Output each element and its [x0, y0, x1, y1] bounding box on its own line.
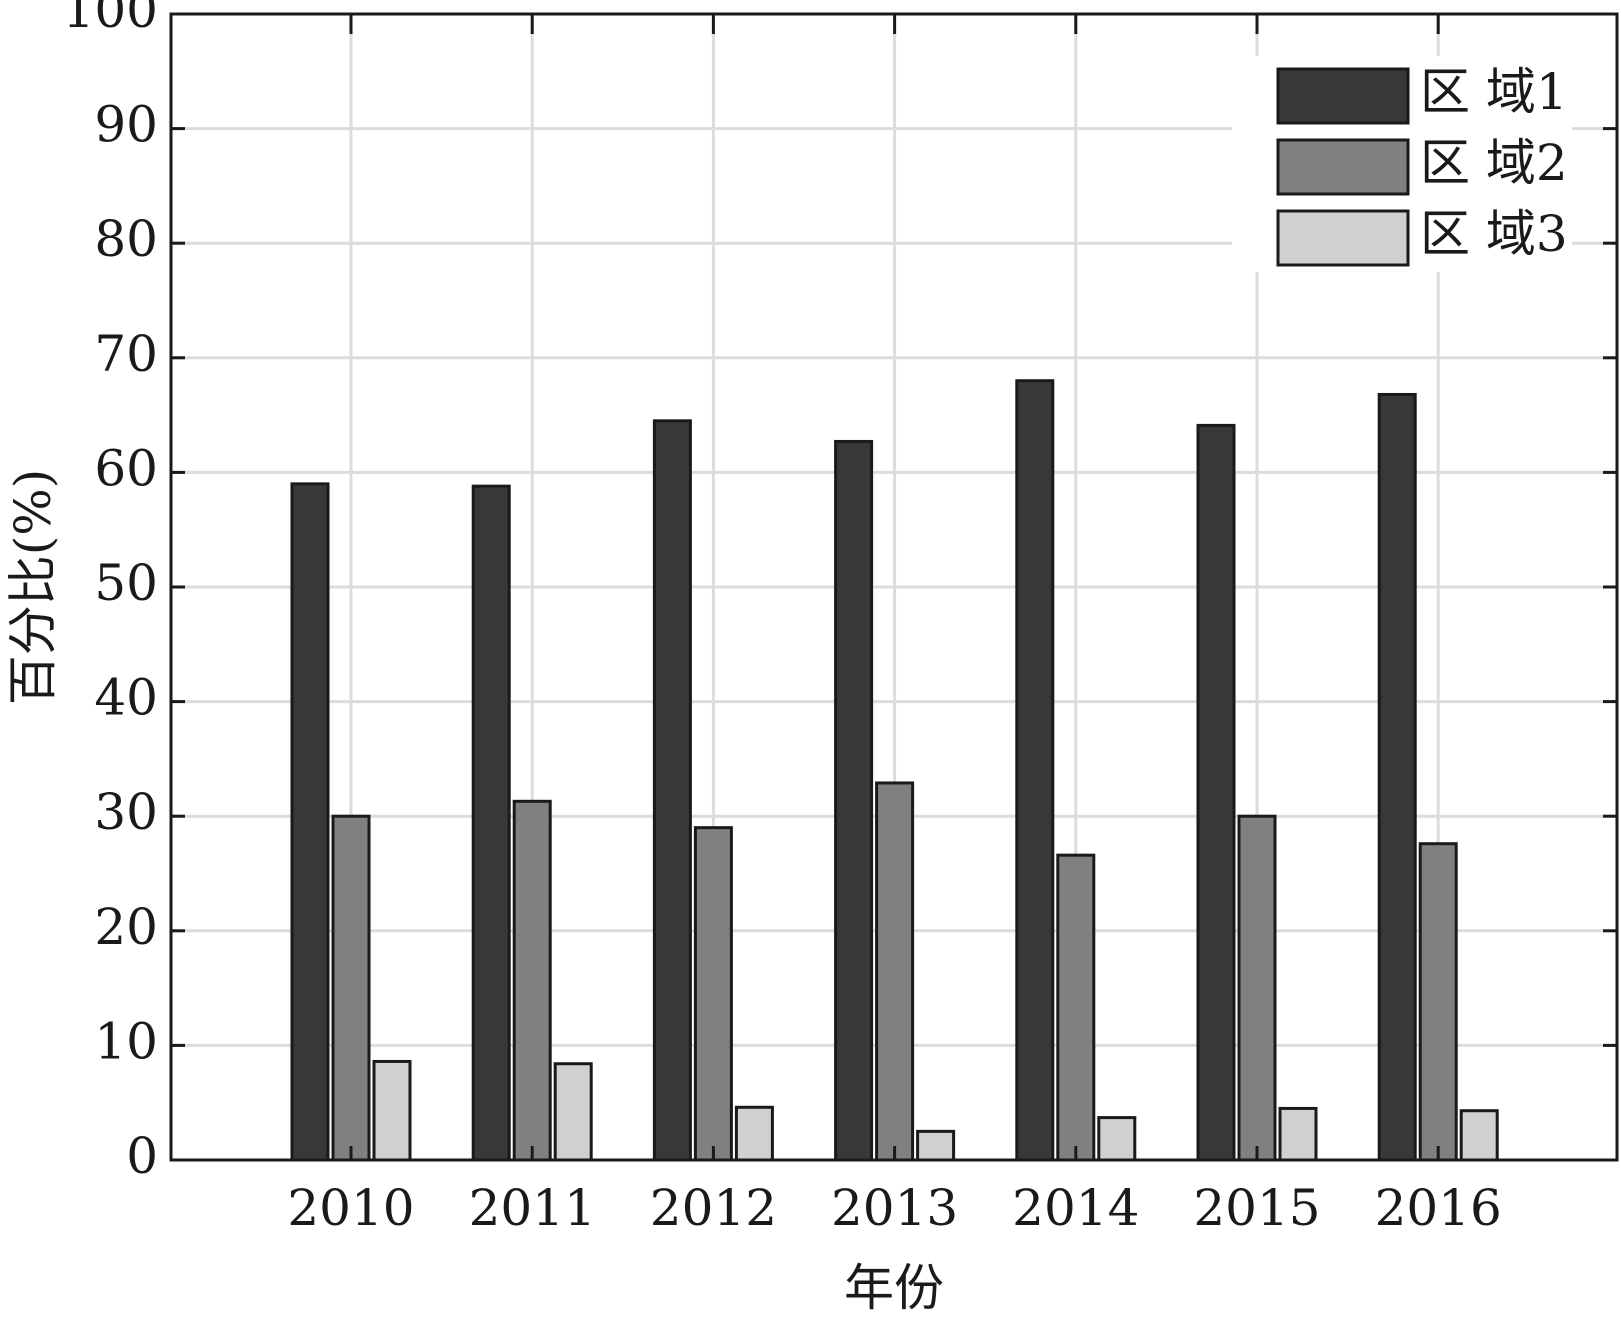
legend-swatch-3	[1276, 209, 1410, 267]
bar-series3-2012	[734, 1105, 774, 1162]
legend-swatch-1	[1276, 67, 1410, 125]
legend-label-2: 区 域2	[1420, 134, 1568, 192]
bar-series1-2015	[1196, 423, 1236, 1162]
bar-series3-2016	[1459, 1109, 1499, 1162]
legend-label-1: 区 域1	[1420, 63, 1568, 121]
y-tick-label: 40	[94, 669, 158, 727]
x-tick-label: 2011	[469, 1179, 596, 1237]
y-tick-label: 30	[94, 783, 158, 841]
axis-ticks	[171, 12, 1617, 1162]
bar-series1-2011	[471, 484, 511, 1162]
x-tick-label: 2014	[1012, 1179, 1139, 1237]
bar-series1-2016	[1377, 392, 1417, 1162]
bar-series1-2012	[652, 419, 692, 1162]
x-tick-label: 2010	[287, 1179, 414, 1237]
legend-swatch-2	[1276, 138, 1410, 196]
x-tick-label: 2012	[650, 1179, 777, 1237]
bar-series2-2016	[1418, 842, 1458, 1162]
bar-series2-2015	[1237, 814, 1277, 1162]
bar-series3-2010	[372, 1059, 412, 1162]
y-tick-label: 90	[94, 96, 158, 154]
x-tick-labels: 2010 2011 2012 2013 2014 2015 2016	[287, 1179, 1501, 1237]
x-tick-label: 2015	[1193, 1179, 1320, 1237]
bar-series3-2015	[1278, 1106, 1318, 1162]
y-tick-label: 0	[126, 1127, 158, 1185]
bar-series1-2014	[1015, 379, 1055, 1162]
y-tick-label: 80	[94, 210, 158, 268]
bar-series2-2010	[331, 814, 371, 1162]
bar-series3-2011	[553, 1062, 593, 1162]
y-tick-label: 50	[94, 554, 158, 612]
bar-series2-2011	[512, 799, 552, 1162]
y-tick-label: 10	[94, 1012, 158, 1070]
bar-series2-2013	[875, 781, 915, 1162]
bar-series2-2012	[693, 826, 733, 1162]
x-tick-label: 2013	[831, 1179, 958, 1237]
x-tick-label: 2016	[1375, 1179, 1502, 1237]
legend: 区 域1 区 域2 区 域3	[1232, 56, 1572, 272]
y-tick-label: 100	[63, 0, 158, 39]
y-tick-labels: 0 10 20 30 40 50 60 70 80 90 100	[63, 0, 158, 1185]
bar-series1-2010	[290, 482, 330, 1162]
y-tick-label: 60	[94, 439, 158, 497]
bar-series3-2014	[1097, 1116, 1137, 1162]
bar-series2-2014	[1056, 853, 1096, 1162]
x-axis-title: 年份	[844, 1259, 944, 1317]
y-axis-title: 百分比(%)	[4, 469, 62, 706]
bars	[290, 379, 1499, 1162]
y-tick-label: 20	[94, 898, 158, 956]
bar-series3-2013	[916, 1129, 956, 1162]
bar-series1-2013	[834, 439, 874, 1162]
y-tick-label: 70	[94, 325, 158, 383]
legend-label-3: 区 域3	[1420, 205, 1568, 263]
